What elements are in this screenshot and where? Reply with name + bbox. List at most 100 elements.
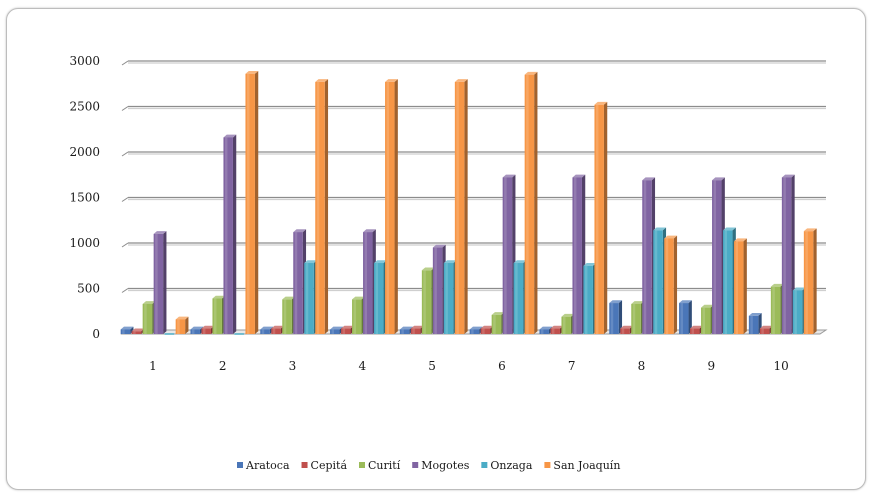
bar-highlight <box>750 315 753 334</box>
bar <box>120 326 134 334</box>
bar-highlight <box>283 299 287 334</box>
x-tick-label: 4 <box>358 359 366 373</box>
bar-highlight <box>246 73 250 335</box>
bar-top <box>642 177 656 181</box>
bar-highlight <box>434 247 437 334</box>
bar-top <box>374 260 387 264</box>
bar <box>631 301 645 334</box>
bar <box>491 312 505 334</box>
bar-front <box>679 303 689 334</box>
gridline-depth <box>121 288 129 293</box>
y-tick-label: 500 <box>77 282 100 296</box>
bar <box>352 296 365 334</box>
bar-side <box>130 326 134 334</box>
bar-top <box>410 325 424 329</box>
bar-front <box>304 263 314 334</box>
bar-highlight <box>713 180 717 334</box>
legend-label: Onzaga <box>490 459 532 472</box>
bar-top <box>723 227 736 231</box>
bar-front <box>653 230 663 334</box>
bar-front <box>421 270 432 334</box>
bar-highlight <box>724 230 728 334</box>
bar-highlight <box>610 303 614 334</box>
gridline-depth <box>121 151 129 157</box>
bar-front <box>271 328 281 334</box>
x-tick-label: 6 <box>498 359 506 373</box>
legend: Aratoca Cepitá Curití Mogotes Onzaga San Joaq… <box>237 459 620 472</box>
bar <box>315 79 329 335</box>
bar-highlight <box>177 319 180 334</box>
bar-top <box>432 244 446 248</box>
bar-highlight <box>794 290 797 334</box>
bar-highlight <box>155 233 158 334</box>
legend-label: San Joaquín <box>553 459 620 472</box>
bar <box>304 260 318 334</box>
bar-top <box>363 229 376 233</box>
bar <box>142 301 156 334</box>
bar <box>664 235 678 334</box>
bar <box>712 177 725 334</box>
bar-front <box>352 299 362 334</box>
bar-top <box>175 316 189 320</box>
bar-front <box>539 329 549 334</box>
bar-front <box>374 263 384 334</box>
bar-front <box>561 316 571 334</box>
bar-top <box>282 296 296 300</box>
bar-front <box>385 81 395 335</box>
bar-highlight <box>331 329 335 334</box>
bar-top <box>550 325 564 329</box>
y-tick-label: 3000 <box>69 54 100 68</box>
bar-top <box>245 70 259 74</box>
bar-top <box>330 326 343 330</box>
bar <box>443 260 457 334</box>
bar <box>480 325 494 334</box>
bar <box>432 244 446 334</box>
bar-highlight <box>702 307 706 334</box>
bar-top <box>399 326 413 330</box>
bar-side <box>603 101 608 334</box>
bar-top <box>653 227 667 231</box>
bar <box>282 296 296 334</box>
legend-swatch <box>237 462 243 468</box>
bar-front <box>432 247 443 334</box>
bar-highlight <box>122 329 125 334</box>
bar-front <box>341 328 351 334</box>
bar <box>245 70 259 335</box>
bar-front <box>190 329 200 334</box>
x-tick-label: 9 <box>707 359 715 373</box>
bar-front <box>609 303 619 334</box>
bar-top <box>212 295 226 299</box>
bar-highlight <box>482 328 485 334</box>
bar-front <box>399 329 410 334</box>
bar-top <box>594 101 608 105</box>
bar-top <box>491 312 505 315</box>
bar-highlight <box>386 81 390 335</box>
x-tick-label: 1 <box>149 359 157 373</box>
bar-highlight <box>772 286 775 334</box>
bar-side <box>534 71 538 334</box>
bars <box>120 70 817 335</box>
bar <box>223 134 237 334</box>
bar-front <box>491 314 502 334</box>
bar-top <box>352 296 365 300</box>
x-tick-label: 2 <box>219 359 227 373</box>
bar-front <box>723 230 733 334</box>
bar-top <box>583 262 597 266</box>
bar-highlight <box>445 263 448 334</box>
bar-side <box>163 231 167 334</box>
bar-highlight <box>504 177 507 334</box>
bar-side <box>185 316 189 334</box>
bar-highlight <box>294 232 298 334</box>
bar-front <box>282 299 292 334</box>
bar <box>421 267 435 334</box>
bar-front <box>120 329 131 334</box>
bar-side <box>673 235 678 334</box>
legend-label: Cepitá <box>311 459 348 472</box>
bar-front <box>513 263 524 334</box>
y-tick-label: 2500 <box>69 100 100 114</box>
bar-top <box>513 260 527 264</box>
gridline-depth <box>121 106 129 111</box>
bar-front <box>410 328 421 334</box>
bar-highlight <box>654 230 658 334</box>
bar-top <box>120 326 134 330</box>
